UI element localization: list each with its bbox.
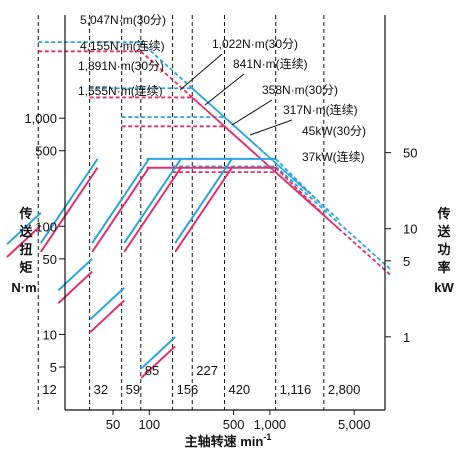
ramp-line <box>89 299 125 333</box>
falloff-line <box>275 165 392 271</box>
torque-label: 5,047N·m(30分) <box>80 13 166 27</box>
power-label-continuous: 37kW(连续) <box>302 149 365 164</box>
leader-line <box>249 119 293 136</box>
x-tick-label: 500 <box>223 417 245 432</box>
speed-marker-label: 1,116 <box>280 382 312 397</box>
speed-marker-label: 59 <box>126 382 140 397</box>
speed-marker-label: 85 <box>145 363 159 378</box>
speed-marker-label: 156 <box>177 382 199 397</box>
ramp-line <box>89 286 125 321</box>
power-ramp-line <box>123 158 182 244</box>
y-left-title-char: 扭 <box>19 242 32 257</box>
torque-label: 317N·m(连续) <box>283 102 358 117</box>
speed-marker-label: 420 <box>228 382 250 397</box>
y-right-tick-label: 50 <box>403 146 417 161</box>
y-left-tick-label: 50 <box>43 252 57 267</box>
x-tick-label: 100 <box>138 417 160 432</box>
torque-label: 1,555N·m(连续) <box>78 83 163 98</box>
power-ramp-line <box>174 158 233 244</box>
power-label-thirty-min: 45kW(30分) <box>302 124 366 138</box>
ramp-line <box>140 336 176 370</box>
speed-marker-label: 32 <box>94 382 108 397</box>
y-left-title-char: 传 <box>18 206 32 221</box>
torque-label: 358N·m(30分) <box>262 83 338 97</box>
power-ramp-line <box>91 167 150 253</box>
torque-label: 1,022N·m(30分) <box>212 37 298 51</box>
y-left-title-char: 送 <box>18 224 33 239</box>
power-ramp-line <box>174 167 233 253</box>
y-left-title-char: 矩 <box>18 260 32 275</box>
y-right-unit: kW <box>434 280 454 295</box>
y-right-tick-label: 10 <box>403 222 417 237</box>
y-left-tick-label: 500 <box>35 144 57 159</box>
power-plateau-thirty-min-falloff <box>275 158 329 212</box>
axis-ticks: 5 10 50 100 500 1,000 1 5 10 50 50 100 500 1,000 5,000 <box>24 111 417 432</box>
y-right-title-char: 功 <box>437 242 450 257</box>
y-left-unit: N·m <box>11 280 36 295</box>
speed-marker-label: 227 <box>196 363 218 378</box>
x-tick-label: 50 <box>106 417 120 432</box>
power-ramp-line <box>123 167 182 253</box>
ramp-line <box>140 345 176 379</box>
torque-label: 841N·m(连续) <box>233 56 308 71</box>
power-plateau-continuous-falloff <box>275 167 329 220</box>
x-tick-label: 1,000 <box>254 417 287 432</box>
data-labels: 12 32 59 85 156 227 420 1,116 2,800 5,047N·m(30分)… <box>42 13 366 397</box>
power-ramp-line <box>39 167 99 253</box>
y-right-title-char: 送 <box>436 224 451 239</box>
x-axis-title: 主轴转速 min-1 <box>185 432 272 449</box>
ramp-line <box>57 258 93 292</box>
ramp-line <box>6 224 42 258</box>
leader-line <box>231 99 273 126</box>
torque-label: 4,155N·m(连续) <box>80 38 165 53</box>
y-right-title-char: 率 <box>437 260 450 275</box>
y-right-title-char: 传 <box>436 206 450 221</box>
power-ramp-line <box>91 158 150 244</box>
torque-label: 1,891N·m(30分) <box>78 59 164 73</box>
speed-marker-lines <box>37 15 325 410</box>
ramp-line <box>6 211 42 246</box>
y-left-tick-label: 10 <box>43 327 57 342</box>
y-right-tick-label: 5 <box>403 254 410 269</box>
power-ramp-line <box>39 158 99 244</box>
x-axis-title-exponent: -1 <box>263 432 271 442</box>
y-left-tick-label: 1,000 <box>24 111 57 126</box>
speed-marker-label: 2,800 <box>328 382 361 397</box>
y-right-tick-label: 1 <box>403 330 410 345</box>
y-left-tick-label: 100 <box>35 219 57 234</box>
speed-marker-label: 12 <box>42 382 56 397</box>
series-continuous <box>6 50 392 379</box>
ramp-line <box>57 270 93 304</box>
leader-line <box>179 53 223 91</box>
series-layer <box>6 41 392 379</box>
series-thirty-min <box>6 41 392 370</box>
x-tick-label: 5,000 <box>338 417 371 432</box>
plot-frame <box>64 15 386 411</box>
y-left-tick-label: 5 <box>50 360 57 375</box>
leader-line <box>204 73 245 106</box>
